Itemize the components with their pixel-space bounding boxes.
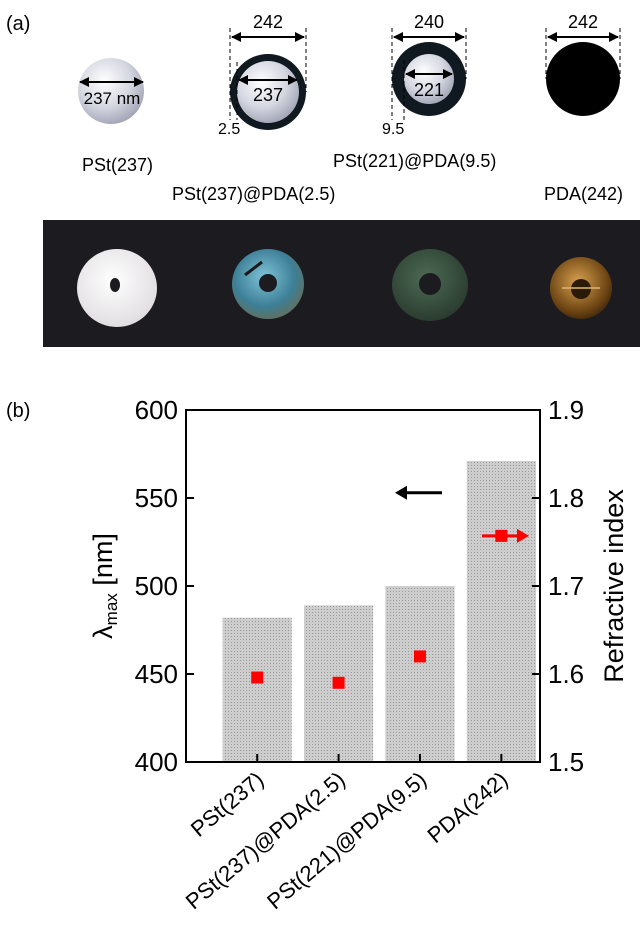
sample-photo — [43, 220, 640, 347]
panel-a-label: (a) — [6, 13, 30, 35]
x-tick-label: PDA(242) — [422, 767, 512, 848]
particle-pst237-pda2.5: 242 237 2.5 — [218, 12, 307, 138]
outer-diameter-label: 240 — [414, 12, 444, 32]
y2-tick-label: 1.7 — [548, 571, 584, 601]
sphere-core — [404, 54, 454, 104]
inner-diameter-label: 237 nm — [84, 89, 141, 108]
x-tick-label: PSt(221)@PDA(9.5) — [262, 767, 431, 914]
left-axis-arrow-head — [395, 485, 407, 500]
particle-pda242: 242 — [545, 12, 621, 116]
shell-thickness-label: 9.5 — [382, 121, 404, 138]
bar-1 — [222, 617, 292, 762]
chart-b: 400 450 500 550 600 1.5 1.6 1.7 1.8 1.9 PSt(237)PS… — [88, 395, 629, 914]
outer-diameter-label: 242 — [253, 12, 283, 32]
bar-4 — [466, 461, 536, 762]
y-tick-label: 450 — [135, 659, 178, 689]
photo-disc-pda242 — [550, 257, 612, 319]
y2-tick-label: 1.6 — [548, 659, 584, 689]
inner-diameter-label: 221 — [414, 80, 444, 100]
y-tick-label: 550 — [135, 483, 178, 513]
pda-solid-sphere — [546, 42, 620, 116]
sphere-core — [78, 58, 144, 124]
refractive-index-point-3 — [413, 650, 426, 663]
particle-name-pst237-pda2.5: PSt(237)@PDA(2.5) — [172, 184, 335, 204]
panel-b-label: (b) — [6, 400, 30, 422]
shell-thickness-label: 2.5 — [218, 121, 240, 138]
y-tick-label: 600 — [135, 395, 178, 425]
photo-disc-pst237 — [77, 249, 157, 327]
y-tick-label: 500 — [135, 571, 178, 601]
y2-tick-label: 1.5 — [548, 747, 584, 777]
outer-diameter-label: 242 — [568, 12, 598, 32]
particle-pst237: 237 nm — [78, 58, 144, 124]
photo-disc-pst237-pda2.5 — [232, 249, 304, 319]
y-axis-label: λmax [nm] — [88, 533, 121, 639]
y2-axis-label: Refractive index — [599, 489, 629, 683]
particle-name-pst221-pda9.5: PSt(221)@PDA(9.5) — [333, 151, 496, 171]
particle-name-pst237: PSt(237) — [82, 155, 153, 175]
right-axis-arrow-head — [517, 528, 529, 543]
y2-tick-label: 1.9 — [548, 395, 584, 425]
bar-3 — [385, 586, 455, 762]
particle-pst221-pda9.5: 240 221 9.5 — [382, 12, 467, 138]
y2-tick-label: 1.8 — [548, 483, 584, 513]
photo-disc-pst221-pda9.5 — [392, 249, 468, 321]
refractive-index-point-2 — [332, 676, 345, 689]
particle-name-pda242: PDA(242) — [544, 184, 623, 204]
y-tick-label: 400 — [135, 747, 178, 777]
x-tick-label: PSt(237) — [186, 767, 269, 842]
inner-diameter-label: 237 — [253, 85, 283, 105]
refractive-index-point-1 — [251, 671, 264, 684]
